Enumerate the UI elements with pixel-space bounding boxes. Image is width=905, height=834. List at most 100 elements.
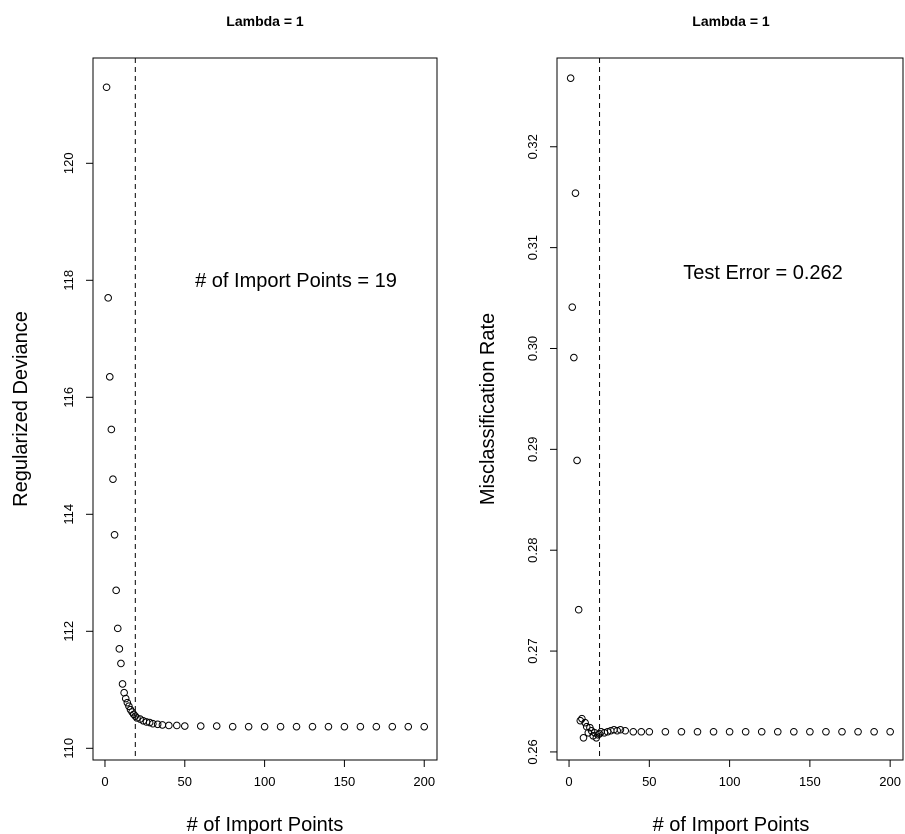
data-point (149, 719, 157, 728)
data-point (806, 727, 814, 736)
data-point (645, 727, 654, 736)
x-axis: 0 50 100 150 200 (565, 760, 901, 789)
y-tick-label: 112 (61, 621, 76, 642)
data-point (145, 718, 154, 727)
x-axis-label: # of Import Points (653, 814, 810, 834)
data-point (158, 721, 167, 729)
data-point (404, 722, 413, 731)
y-tick-label: 0.28 (525, 538, 540, 563)
data-point (125, 702, 133, 710)
data-point (121, 694, 130, 703)
data-point (693, 727, 702, 736)
y-tick-label: 116 (61, 387, 76, 408)
x-axis: 0 50 100 150 200 (101, 760, 435, 789)
y-tick-label: 114 (61, 504, 76, 525)
data-point (629, 727, 638, 736)
data-point (574, 605, 583, 614)
y-axis-label: Misclassification Rate (477, 313, 499, 505)
annotation-text: # of Import Points = 19 (195, 270, 397, 292)
y-tick-label: 118 (61, 270, 76, 291)
data-point (228, 722, 237, 731)
data-point (104, 294, 112, 302)
data-point (420, 722, 429, 731)
data-point (244, 722, 253, 731)
plot-frame (92, 57, 438, 761)
data-point (308, 722, 317, 731)
data-point (568, 303, 577, 311)
data-point (854, 727, 862, 736)
data-point (372, 722, 381, 731)
data-point (637, 727, 646, 736)
data-point (153, 720, 162, 729)
data-point (870, 727, 878, 736)
data-point (566, 74, 575, 82)
x-tick-label: 150 (799, 774, 821, 789)
data-point (196, 722, 205, 730)
data-point (212, 722, 221, 730)
y-tick-label: 0.30 (525, 336, 540, 361)
data-point (571, 189, 580, 197)
data-point (613, 726, 622, 735)
data-point (113, 624, 122, 633)
data-point (292, 722, 301, 731)
data-point (790, 727, 798, 736)
y-axis-label: Regularized Deviance (10, 311, 32, 507)
x-tick-label: 50 (642, 774, 656, 789)
y-axis: 0.26 0.27 0.28 0.29 0.30 0.31 0.32 (525, 134, 557, 765)
data-point (677, 727, 686, 736)
data-point (757, 727, 766, 736)
y-tick-label: 0.26 (525, 739, 540, 764)
data-point (621, 726, 630, 735)
data-point (773, 727, 782, 736)
data-point (595, 729, 604, 738)
data-point (324, 722, 333, 731)
data-point (107, 425, 116, 434)
data-point (165, 721, 173, 730)
data-point (356, 722, 365, 731)
data-point (340, 722, 349, 731)
data-point (838, 727, 846, 736)
data-point (573, 456, 581, 465)
data-point (260, 722, 269, 731)
data-point (112, 586, 120, 595)
x-tick-label: 200 (413, 774, 435, 789)
data-point (109, 475, 117, 484)
data-point (579, 734, 588, 742)
data-point (105, 373, 114, 381)
data-point (173, 721, 181, 730)
data-point (110, 530, 119, 539)
data-point (741, 727, 750, 736)
data-point (886, 727, 894, 736)
y-tick-label: 120 (61, 152, 76, 174)
data-point (180, 722, 189, 730)
data-point (725, 727, 734, 736)
data-point (709, 727, 718, 736)
data-point (102, 83, 111, 92)
chart-title: Lambda = 1 (226, 13, 304, 29)
data-point (616, 725, 625, 734)
y-tick-label: 0.31 (525, 235, 540, 260)
data-point (661, 727, 670, 736)
plot-frame (556, 57, 904, 761)
data-point (576, 716, 585, 725)
data-point (117, 659, 125, 668)
y-axis: 110 112 114 116 118 120 (61, 152, 93, 759)
annotation-text: Test Error = 0.262 (683, 262, 843, 284)
data-points (102, 83, 429, 731)
data-point (570, 353, 578, 362)
x-tick-label: 0 (565, 774, 572, 789)
chart-title: Lambda = 1 (692, 13, 770, 29)
y-tick-label: 110 (61, 738, 76, 759)
x-tick-label: 200 (879, 774, 901, 789)
panel-misclassification-rate: Lambda = 1 0 50 100 150 200 0.26 0.27 0.28 0.29… (477, 13, 904, 834)
data-point (118, 680, 127, 688)
data-point (276, 722, 285, 731)
data-point (581, 718, 589, 727)
data-points (566, 74, 894, 742)
x-tick-label: 0 (101, 774, 108, 789)
x-tick-label: 150 (334, 774, 356, 789)
data-point (388, 722, 397, 731)
x-tick-label: 50 (178, 774, 192, 789)
data-point (115, 645, 124, 653)
